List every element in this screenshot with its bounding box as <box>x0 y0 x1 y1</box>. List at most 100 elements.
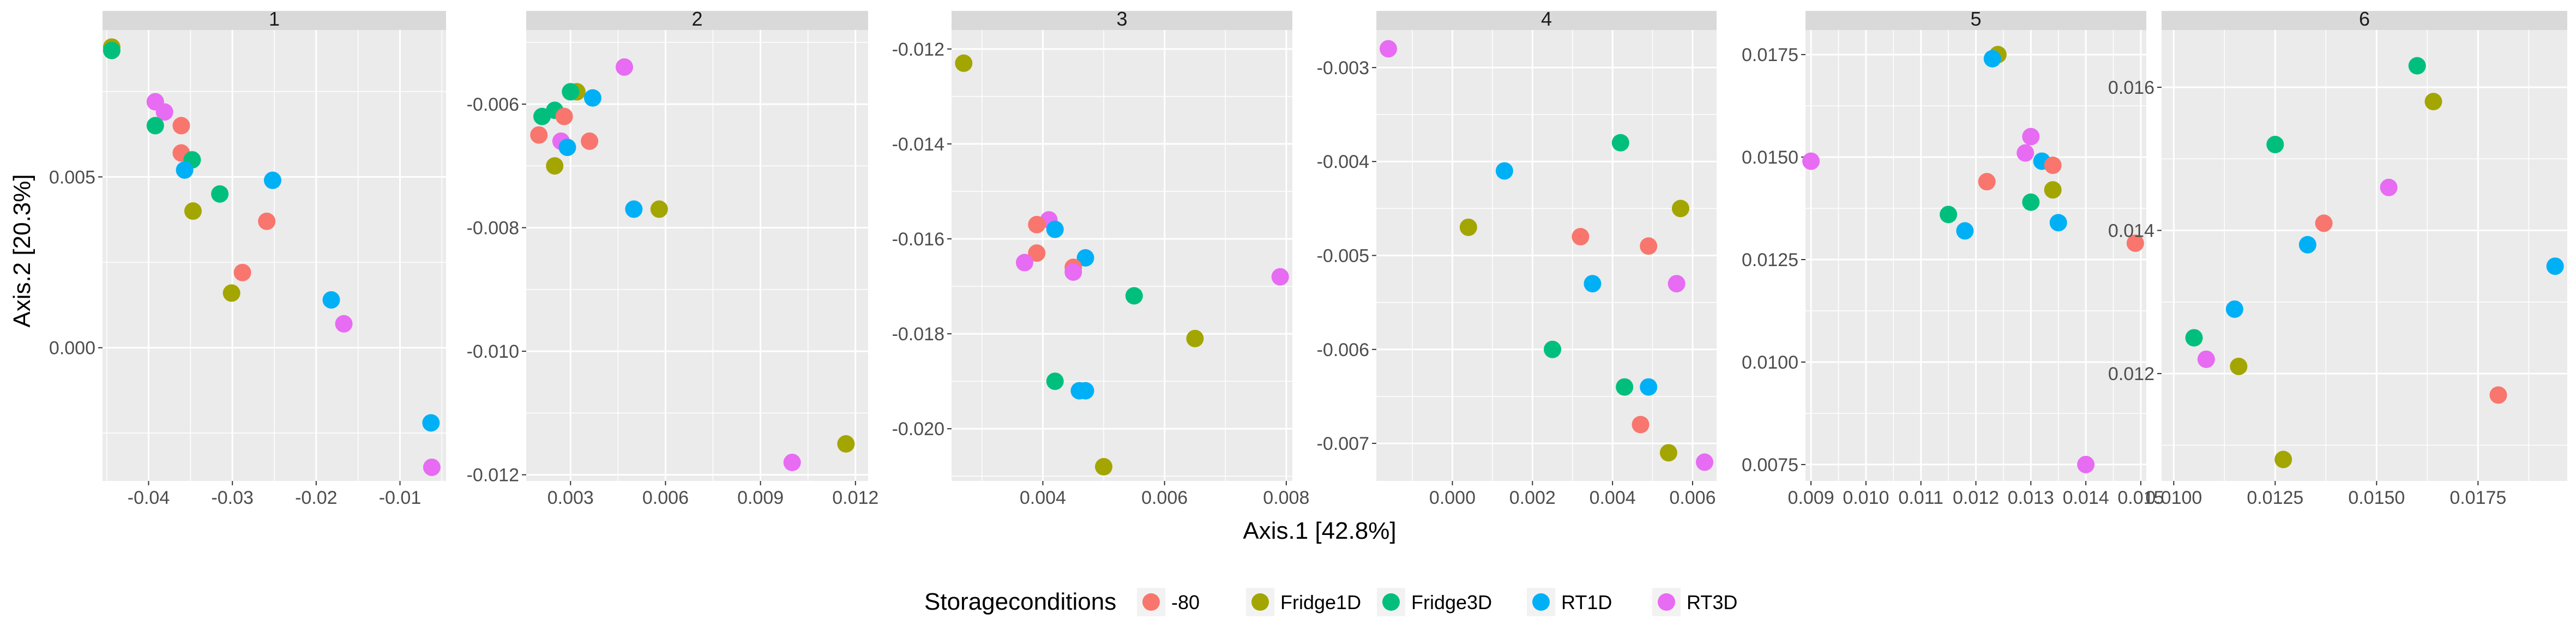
facet-strip-label: 5 <box>1970 8 1981 30</box>
data-point-fridge1d <box>955 54 973 72</box>
y-tick-label: -0.010 <box>467 341 519 362</box>
y-tick-label: 0.0150 <box>1742 147 1798 168</box>
facet-strip <box>1805 11 2146 30</box>
data-point--80 <box>530 126 548 144</box>
data-point-fridge1d <box>184 202 202 220</box>
data-point-rt1d <box>263 171 281 189</box>
y-tick-label: -0.012 <box>892 39 944 60</box>
data-point-fridge1d <box>222 284 240 302</box>
legend-key-marker <box>1532 593 1550 611</box>
data-point--80 <box>1028 215 1046 233</box>
data-point--80 <box>2489 386 2507 404</box>
data-point-rt1d <box>2298 236 2316 254</box>
data-point-rt1d <box>2546 257 2564 275</box>
x-tick-label: 0.011 <box>1898 487 1943 508</box>
y-tick-label: 0.0100 <box>1742 352 1798 373</box>
facet-strip <box>952 11 1292 30</box>
y-tick-label: 0.0175 <box>1742 45 1798 65</box>
panel-background <box>526 30 868 481</box>
x-tick-label: -0.04 <box>128 487 170 508</box>
x-tick-label: 0.009 <box>1788 487 1834 508</box>
data-point-fridge1d <box>1095 458 1113 476</box>
legend-label: Fridge3D <box>1411 591 1492 613</box>
data-points <box>530 58 855 472</box>
x-tick-label: -0.01 <box>379 487 422 508</box>
x-tick-label: 0.012 <box>1953 487 1999 508</box>
data-point--80 <box>1640 237 1658 255</box>
data-point--80 <box>1572 228 1590 246</box>
data-point-rt1d <box>1076 249 1094 267</box>
facet-5: 5 0.009 0.010 0.011 0.012 0.013 0.014 0.015 0.00… <box>1742 8 2164 508</box>
data-point--80 <box>233 263 251 281</box>
x-tick-label: 0.012 <box>832 487 878 508</box>
y-tick-label: -0.014 <box>892 134 944 155</box>
data-point--80 <box>2044 157 2062 174</box>
data-point-rt3d <box>1802 152 1820 170</box>
x-tick-label: 0.008 <box>1263 487 1309 508</box>
data-point-fridge3d <box>2185 329 2203 347</box>
data-point--80 <box>555 107 573 125</box>
legend-key-marker <box>1142 593 1160 611</box>
y-tick-label: 0.0075 <box>1742 455 1798 476</box>
data-point-fridge3d <box>146 117 164 135</box>
data-point-rt1d <box>176 161 194 179</box>
data-point-rt1d <box>1640 378 1658 396</box>
facet-6: 6 0.0100 0.0125 0.0150 0.0175 0.012 0.014 0.016 <box>2108 8 2567 508</box>
panel-background <box>952 30 1292 481</box>
x-tick-label: 0.015 <box>2117 487 2164 508</box>
data-point-fridge3d <box>1046 372 1064 390</box>
facet-3: 3 0.004 0.006 0.008 -0.020 -0.018 -0.016 -0.014… <box>892 8 1310 508</box>
x-tick-label: 0.006 <box>1141 487 1188 508</box>
y-tick-label: 0.014 <box>2108 221 2154 242</box>
data-point-fridge3d <box>1125 287 1143 305</box>
x-tick-label: 0.004 <box>1020 487 1066 508</box>
y-tick-label: 0.000 <box>49 338 95 359</box>
legend-entry-rt1d: RT1D <box>1527 588 1612 616</box>
y-tick-label: 0.016 <box>2108 77 2154 98</box>
data-point--80 <box>581 132 599 150</box>
legend-label: -80 <box>1171 591 1200 613</box>
x-tick-label: 0.0150 <box>2348 487 2405 508</box>
data-point-rt1d <box>1956 222 1974 240</box>
y-axis-title: Axis.2 [20.3%] <box>9 174 35 327</box>
legend-key-marker <box>1251 593 1269 611</box>
data-point-fridge3d <box>1544 340 1562 358</box>
data-point-rt3d <box>615 58 633 76</box>
legend-label: RT3D <box>1687 591 1737 613</box>
x-tick-label: 0.0175 <box>2449 487 2506 508</box>
data-point-rt3d <box>2197 350 2215 368</box>
data-point-fridge1d <box>2044 181 2062 199</box>
data-point-rt1d <box>1983 50 2001 68</box>
data-point--80 <box>1632 416 1650 434</box>
gridlines <box>526 30 868 481</box>
legend: Storageconditions -80 Fridge1D Fridge3D RT1… <box>924 588 1737 616</box>
data-point-rt3d <box>1668 275 1686 293</box>
data-point-fridge1d <box>1659 444 1677 462</box>
y-tick-label: -0.018 <box>892 324 944 345</box>
data-point--80 <box>2126 234 2144 252</box>
x-tick-label: 0.006 <box>642 487 689 508</box>
data-point-fridge3d <box>2266 136 2284 154</box>
y-tick-label: -0.020 <box>892 419 944 440</box>
data-point-rt3d <box>1695 453 1713 471</box>
facet-strip-label: 2 <box>691 8 702 30</box>
facet-strip-label: 3 <box>1116 8 1127 30</box>
facet-strip <box>1376 11 1717 30</box>
data-point-fridge3d <box>2408 57 2426 75</box>
data-point-fridge1d <box>1186 329 1204 347</box>
x-tick-label: 0.013 <box>2008 487 2054 508</box>
gridlines <box>2162 30 2567 481</box>
data-point-fridge3d <box>2022 193 2040 211</box>
facet-strip-label: 6 <box>2359 8 2370 30</box>
data-point--80 <box>1028 244 1046 262</box>
legend-key-marker <box>1382 593 1400 611</box>
y-tick-label: -0.006 <box>1317 340 1369 360</box>
data-point-rt1d <box>422 414 440 432</box>
data-point-fridge1d <box>546 157 564 175</box>
legend-label: RT1D <box>1561 591 1612 613</box>
data-point-rt3d <box>1064 263 1082 281</box>
data-points <box>1802 46 2144 473</box>
data-points <box>103 38 441 476</box>
legend-title: Storageconditions <box>924 588 1116 615</box>
